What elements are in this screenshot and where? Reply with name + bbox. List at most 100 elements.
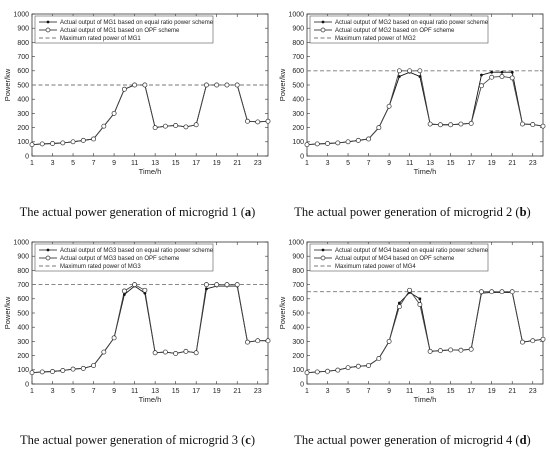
opf-point xyxy=(214,282,220,288)
opf-point xyxy=(427,121,433,127)
y-tick-label: 500 xyxy=(292,82,304,89)
y-axis-label: Power/kw xyxy=(278,68,287,101)
caption-close: ) xyxy=(250,433,255,447)
x-tick-label: 17 xyxy=(467,388,475,395)
opf-point xyxy=(29,142,35,148)
legend-entry: Actual output of MG4 based on OPF scheme xyxy=(335,256,455,262)
caption-text: The actual power generation of microgrid… xyxy=(19,205,245,219)
y-tick-label: 600 xyxy=(292,68,304,75)
y-tick-label: 400 xyxy=(292,325,304,332)
y-tick-label: 200 xyxy=(292,125,304,132)
legend-swatch-marker-filled xyxy=(321,20,325,24)
opf-point xyxy=(520,121,525,127)
legend-entry: Actual output of MG1 based on equal rati… xyxy=(60,20,214,26)
opf-point xyxy=(234,82,240,88)
legend-swatch-marker-open xyxy=(45,27,51,33)
x-tick-label: 13 xyxy=(151,160,159,167)
legend-swatch-marker-filled xyxy=(321,248,325,252)
opf-point xyxy=(386,103,392,109)
opf-point xyxy=(530,122,536,127)
chart-panel-mg4: 0 100 200 300 400 500 600 700 800 900 1000 1 3 5 7 9 11 1… xyxy=(275,228,550,455)
equal-ratio-point xyxy=(418,297,422,301)
x-tick-label: 5 xyxy=(71,160,75,167)
equal-ratio-point xyxy=(397,75,401,78)
opf-point xyxy=(499,289,505,295)
chart-panel-mg2: 0 100 200 300 400 500 600 700 800 900 1000 1 3 5 7 9 11 1… xyxy=(275,0,550,227)
x-tick-label: 11 xyxy=(406,160,413,167)
x-tick-label: 19 xyxy=(488,388,496,395)
x-tick-label: 11 xyxy=(406,388,413,395)
y-tick-label: 0 xyxy=(25,381,29,388)
opf-point xyxy=(265,338,271,344)
y-tick-label: 300 xyxy=(292,339,304,346)
legend-entry: Actual output of MG2 based on equal rati… xyxy=(335,20,489,26)
opf-point xyxy=(448,347,454,353)
y-tick-label: 200 xyxy=(17,125,29,132)
y-tick-label: 100 xyxy=(17,367,29,374)
x-tick-label: 9 xyxy=(112,160,116,167)
y-tick-label: 200 xyxy=(292,353,304,360)
x-tick-label: 7 xyxy=(92,388,96,395)
x-axis-label: Time/h xyxy=(414,167,437,176)
opf-point xyxy=(121,288,127,294)
x-tick-label: 19 xyxy=(488,160,496,167)
y-tick-label: 200 xyxy=(17,353,29,360)
opf-point xyxy=(396,68,402,74)
opf-point xyxy=(39,141,45,147)
opf-point xyxy=(304,142,310,148)
opf-point xyxy=(173,123,179,128)
opf-point xyxy=(111,335,117,341)
opf-point xyxy=(325,141,330,146)
y-tick-label: 1000 xyxy=(288,11,304,18)
opf-point xyxy=(255,119,261,125)
opf-point xyxy=(458,347,464,353)
opf-point xyxy=(520,339,525,345)
legend-swatch-marker-open xyxy=(45,255,51,261)
legend-entry: Maximum rated power of MG4 xyxy=(335,264,416,270)
opf-point xyxy=(407,287,413,293)
opf-point xyxy=(427,348,433,354)
caption-mg2: The actual power generation of microgrid… xyxy=(275,205,550,220)
legend-entry: Maximum rated power of MG2 xyxy=(335,36,416,42)
opf-point xyxy=(366,363,372,368)
opf-point xyxy=(417,68,423,74)
x-tick-label: 15 xyxy=(172,160,180,167)
x-tick-label: 21 xyxy=(233,160,241,167)
opf-point xyxy=(162,123,168,129)
opf-point xyxy=(530,338,536,344)
equal-ratio-point xyxy=(500,70,504,74)
x-tick-label: 11 xyxy=(131,160,138,167)
opf-point xyxy=(173,351,179,356)
opf-point xyxy=(214,82,220,88)
y-tick-label: 600 xyxy=(17,296,29,303)
opf-point xyxy=(437,348,443,354)
x-tick-label: 1 xyxy=(305,160,309,167)
opf-point xyxy=(366,136,372,142)
series-line-2 xyxy=(306,70,544,146)
caption-close: ) xyxy=(251,205,256,219)
y-tick-label: 800 xyxy=(292,268,304,275)
y-tick-label: 100 xyxy=(292,367,304,374)
y-tick-label: 600 xyxy=(17,68,29,75)
x-tick-label: 3 xyxy=(326,160,330,167)
opf-point xyxy=(376,125,382,131)
opf-point xyxy=(101,349,107,355)
x-tick-label: 23 xyxy=(254,388,262,395)
opf-point xyxy=(101,123,107,129)
opf-point xyxy=(60,140,66,146)
x-tick-label: 13 xyxy=(426,160,434,167)
y-axis-label: Power/kw xyxy=(3,296,12,329)
opf-point xyxy=(234,282,240,288)
x-tick-label: 23 xyxy=(529,160,537,167)
y-tick-label: 0 xyxy=(25,153,29,160)
x-tick-label: 3 xyxy=(51,160,55,167)
opf-point xyxy=(376,355,382,361)
y-tick-label: 700 xyxy=(17,54,29,61)
legend-box xyxy=(34,243,214,272)
legend-swatch-marker-filled xyxy=(46,248,50,252)
series-line-2 xyxy=(31,84,269,146)
y-axis-label: Power/kw xyxy=(278,296,287,329)
